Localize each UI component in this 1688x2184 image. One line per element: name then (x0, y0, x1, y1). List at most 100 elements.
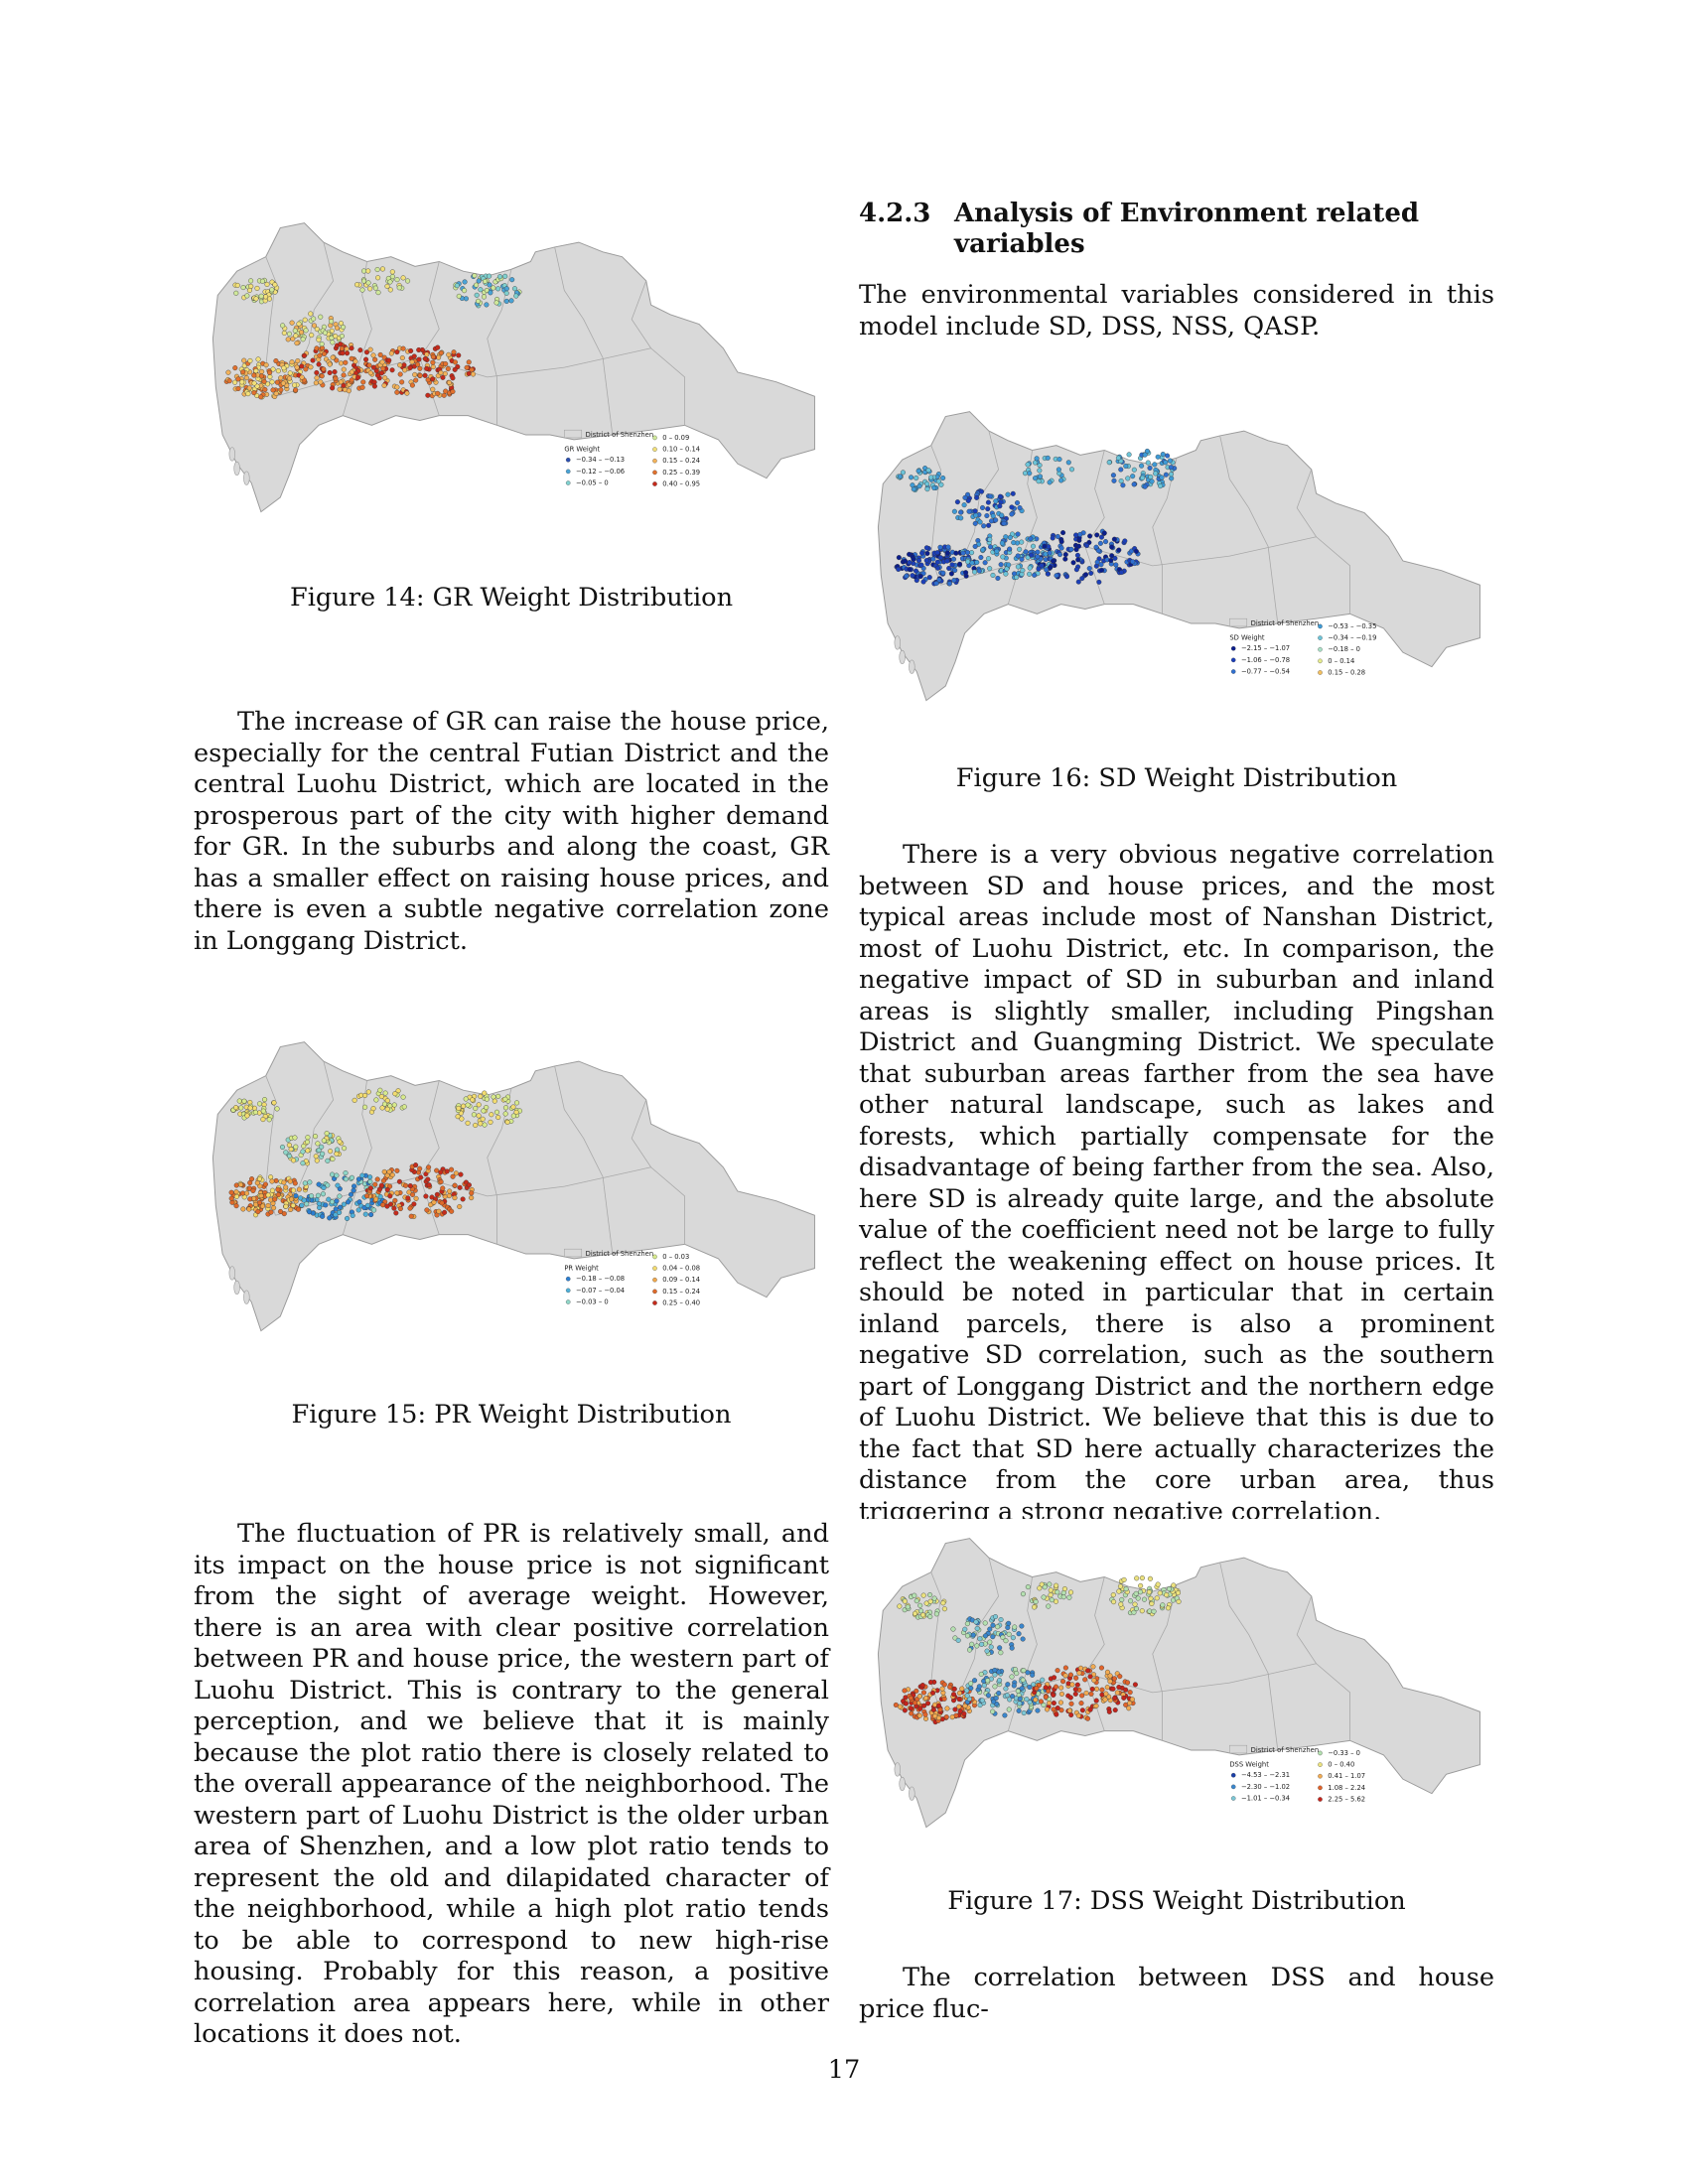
legend-swatch (1318, 1797, 1323, 1802)
data-point (258, 1193, 264, 1199)
data-point (934, 550, 940, 556)
data-point (367, 1174, 373, 1180)
data-point (326, 1196, 332, 1202)
data-point (482, 1122, 488, 1128)
data-point (927, 1680, 933, 1686)
data-point (274, 1106, 280, 1112)
data-point (1053, 1684, 1059, 1690)
data-point (1079, 576, 1085, 582)
data-point (269, 287, 275, 293)
data-point (916, 1694, 922, 1700)
data-point (239, 379, 245, 385)
data-point (1098, 534, 1104, 540)
data-point (1055, 1668, 1060, 1674)
data-point (235, 385, 241, 392)
data-point (1072, 1687, 1078, 1693)
data-point (897, 1603, 903, 1609)
legend-district-label: District of Shenzhen (1251, 1746, 1319, 1754)
data-point (1017, 1696, 1023, 1702)
data-point (418, 1174, 424, 1180)
data-point (300, 1149, 306, 1155)
data-point (434, 1167, 440, 1173)
data-point (974, 1625, 980, 1631)
data-point (961, 502, 967, 508)
data-point (270, 387, 276, 393)
data-point (508, 298, 514, 304)
data-point (458, 1171, 464, 1177)
legend-swatch (652, 1300, 657, 1305)
legend-bin-label: −0.53 – −0.35 (1328, 622, 1376, 630)
data-point (504, 1119, 510, 1125)
data-point (374, 267, 380, 273)
data-point (1087, 1674, 1093, 1680)
data-point (1132, 1601, 1138, 1607)
data-point (456, 293, 462, 299)
data-point (394, 389, 400, 395)
data-point (430, 354, 436, 360)
data-point (1003, 571, 1009, 577)
data-point (435, 344, 441, 350)
data-point (912, 1700, 917, 1706)
data-point (943, 1714, 949, 1720)
data-point (954, 499, 960, 505)
data-point (951, 1686, 957, 1692)
data-point (978, 554, 984, 561)
island (243, 471, 250, 485)
data-point (373, 1196, 379, 1202)
data-point (367, 370, 373, 376)
data-point (1153, 471, 1159, 477)
data-point (919, 550, 925, 556)
data-point (1118, 467, 1124, 473)
data-point (974, 1643, 980, 1649)
data-point (310, 357, 316, 363)
shenzhen-outline (877, 1538, 1480, 1829)
district-boundary (959, 1557, 1000, 1694)
data-point (424, 1207, 430, 1213)
data-point (363, 349, 369, 355)
data-point (430, 359, 436, 365)
data-point (259, 278, 265, 284)
data-point (934, 559, 940, 565)
data-point (264, 281, 270, 287)
legend-swatch (652, 1266, 657, 1271)
data-point (330, 354, 336, 360)
data-point (233, 1189, 239, 1195)
data-point (378, 370, 384, 376)
data-point (404, 390, 410, 396)
data-point (280, 323, 286, 329)
data-point (987, 1626, 993, 1632)
data-point (927, 1598, 933, 1604)
data-point (400, 1094, 406, 1100)
data-point (1139, 1575, 1145, 1581)
data-point (1097, 540, 1103, 546)
data-point (1120, 482, 1126, 488)
data-point (470, 371, 477, 377)
data-point (982, 560, 988, 566)
data-point (1025, 462, 1031, 468)
data-point (938, 481, 944, 487)
data-point (460, 1196, 466, 1202)
data-point (320, 1213, 326, 1219)
data-point (973, 512, 979, 518)
district-boundary (487, 269, 512, 426)
data-point (502, 1105, 508, 1111)
data-point (286, 1142, 292, 1148)
data-point (225, 369, 231, 375)
data-point (1075, 1712, 1081, 1718)
data-point (957, 1708, 963, 1714)
data-point (304, 1139, 311, 1145)
data-point (371, 1207, 377, 1213)
data-point (449, 1166, 455, 1172)
data-point (1103, 539, 1109, 545)
data-point (463, 1096, 469, 1102)
data-point (1099, 1687, 1105, 1693)
data-point (355, 1176, 361, 1182)
data-point (993, 517, 999, 523)
data-point (489, 1112, 494, 1118)
data-point (1107, 1679, 1113, 1685)
data-point (1037, 1683, 1043, 1689)
data-point (1098, 1665, 1104, 1671)
data-point (1121, 1576, 1127, 1582)
data-point (321, 1138, 327, 1144)
data-point (1055, 1706, 1060, 1711)
